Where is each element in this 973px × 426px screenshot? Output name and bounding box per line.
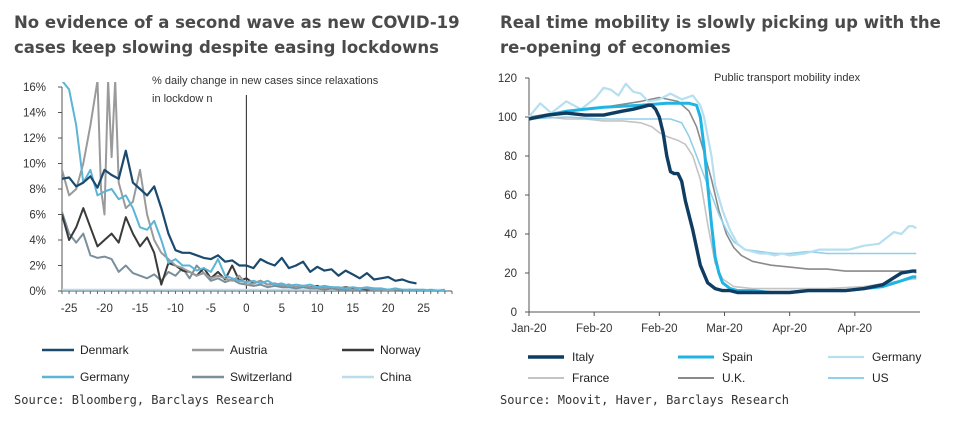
y-tick-label: 2% — [29, 261, 46, 273]
x-tick-label: 5 — [279, 303, 285, 315]
series-line-france — [529, 116, 917, 290]
y-tick-label: 12% — [23, 133, 46, 145]
x-tick-label: 10 — [311, 303, 324, 315]
x-tick-label: -25 — [61, 303, 78, 315]
legend-label-italy: Italy — [572, 350, 594, 364]
y-tick-label: 0 — [511, 307, 517, 319]
x-tick-label: -20 — [96, 303, 113, 315]
legend-label-u-k: U.K. — [722, 371, 745, 385]
y-tick-label: 20 — [504, 268, 517, 280]
series-line-germany — [528, 82, 917, 257]
x-tick-label: Jan-20 — [511, 323, 546, 335]
x-tick-label: Apr-20 — [772, 323, 807, 335]
series-line-us — [528, 116, 917, 255]
left-chart-source: Source: Bloomberg, Barclays Research — [14, 393, 275, 407]
y-tick-label: 0% — [29, 286, 46, 298]
annotation-label: Public transport mobility index — [714, 72, 861, 84]
x-tick-label: 20 — [382, 303, 395, 315]
legend-label-spain: Spain — [722, 350, 753, 364]
left-chart-title: No evidence of a second wave as new COVI… — [14, 13, 460, 57]
legend-label-switzerland: Switzerland — [230, 370, 292, 384]
y-tick-label: 40 — [504, 229, 517, 241]
left-line-chart: 0% 2% 4% 6% 8% 10% 12% 14% 16% -25 -20 -15 -10 -5 0 5 10… — [23, 75, 453, 384]
legend-label-germany: Germany — [872, 350, 921, 364]
legend-label-norway: Norway — [380, 343, 421, 357]
series-line-u-k — [528, 96, 917, 274]
x-tick-label: Feb-20 — [576, 323, 612, 335]
y-tick-label: 120 — [498, 73, 517, 85]
series-line-denmark — [62, 149, 417, 285]
right-chart-panel: Real time mobility is slowly picking up … — [486, 0, 973, 426]
right-chart-title: Real time mobility is slowly picking up … — [500, 13, 941, 57]
series-line-spain — [528, 101, 917, 294]
x-tick-label: Mar-20 — [706, 323, 742, 335]
annotation-line-2: in lockdow n — [152, 93, 213, 105]
legend-label-us: US — [872, 371, 889, 385]
x-tick-label: 0 — [243, 303, 249, 315]
y-tick-label: 8% — [29, 184, 46, 196]
legend-label-denmark: Denmark — [80, 343, 130, 357]
x-tick-label: -10 — [167, 303, 184, 315]
y-tick-label: 10% — [23, 159, 46, 171]
x-tick-label: -5 — [206, 303, 216, 315]
left-chart-panel: No evidence of a second wave as new COVI… — [0, 0, 486, 426]
series-line-austria — [62, 82, 446, 291]
y-tick-label: 80 — [504, 151, 517, 163]
y-tick-label: 14% — [23, 108, 46, 120]
series-line-germany — [62, 82, 445, 291]
legend-label-china: China — [380, 370, 412, 384]
y-tick-label: 4% — [29, 235, 46, 247]
y-tick-label: 100 — [498, 112, 517, 124]
legend-label-germany: Germany — [80, 370, 129, 384]
annotation-line-1: % daily change in new cases since relaxa… — [152, 75, 379, 87]
x-tick-label: -15 — [132, 303, 149, 315]
legend-label-austria: Austria — [230, 343, 268, 357]
x-tick-label: 25 — [417, 303, 430, 315]
x-tick-label: Apr-20 — [838, 323, 873, 335]
x-tick-label: Feb-20 — [641, 323, 677, 335]
legend-label-france: France — [572, 371, 610, 385]
series-line-italy — [528, 103, 917, 295]
right-chart-source: Source: Moovit, Haver, Barclays Research — [500, 393, 789, 407]
series-line-norway — [62, 207, 417, 291]
series-line-switzerland — [62, 211, 417, 291]
y-tick-label: 60 — [504, 190, 517, 202]
y-tick-label: 6% — [29, 210, 46, 222]
x-tick-label: 15 — [346, 303, 359, 315]
y-tick-label: 16% — [23, 82, 46, 94]
right-line-chart: 0 20 40 60 80 100 120 Jan-20 Feb-20 Feb-20 Mar-20 A… — [498, 72, 922, 385]
